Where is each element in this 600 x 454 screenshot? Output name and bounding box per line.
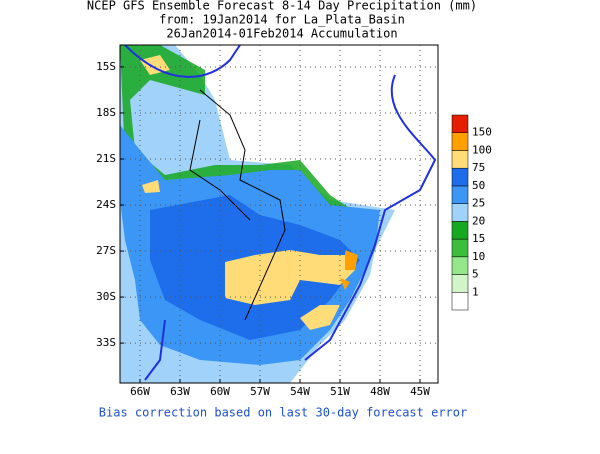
colorbar-box [451,132,469,151]
colorbar-box [451,203,469,222]
colorbar-box [451,238,469,258]
colorbar-label: 50 [472,179,485,192]
x-tick-label: 57W [250,385,270,398]
colorbar-label: 10 [472,250,485,263]
precip-field [340,250,358,290]
colorbar-box [451,167,469,187]
colorbar-box [451,292,469,311]
y-tick-label: 33S [96,336,116,349]
x-tick-label: 51W [330,385,350,398]
colorbar-label: 100 [472,143,492,156]
y-tick-label: 21S [96,152,116,165]
title-line: 26Jan2014-01Feb2014 Accumulation [166,27,397,41]
colorbar-box [451,150,469,169]
y-tick-label: 27S [96,244,116,257]
colorbar-box [451,221,469,240]
y-tick-label: 30S [96,290,116,303]
title-line: NCEP GFS Ensemble Forecast 8-14 Day Prec… [87,0,477,13]
x-tick-label: 66W [130,385,150,398]
coastline [124,45,437,381]
y-tick-label: 24S [96,198,116,211]
colorbar-box [451,114,469,133]
x-tick-label: 45W [410,385,430,398]
map [119,44,439,384]
colorbar-label: 15 [472,232,485,245]
x-tick-label: 48W [370,385,390,398]
y-tick-label: 15S [96,60,116,73]
map-frame [119,44,439,384]
colorbar-label: 1 [472,285,479,298]
title-line: from: 19Jan2014 for La_Plata_Basin [159,13,405,27]
x-tick-label: 63W [170,385,190,398]
colorbar-box [451,185,469,204]
precip-field [300,305,340,330]
colorbar-label: 5 [472,268,479,281]
precip-field [140,55,170,193]
colorbar-box [451,274,469,293]
colorbar-box [451,256,469,275]
x-tick-label: 54W [290,385,310,398]
colorbar-label: 150 [472,126,492,139]
colorbar-label: 20 [472,214,485,227]
graticule: 66W 63W 60W 57W 54W 51W 48W 45W 15S 18S 21S 24S 27S 3… [96,45,438,398]
colorbar-label: 25 [472,197,485,210]
x-tick-label: 60W [210,385,230,398]
footnote: Bias correction based on last 30-day for… [99,406,467,420]
y-tick-label: 18S [96,106,116,119]
colorbar-label: 75 [472,161,485,174]
